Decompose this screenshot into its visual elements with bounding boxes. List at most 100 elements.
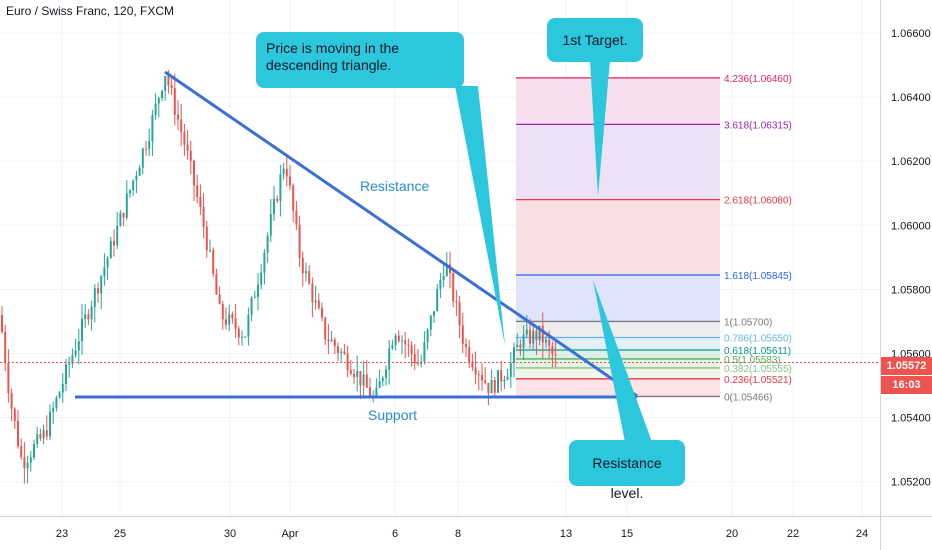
triangle-callout[interactable]: Price is moving in the descending triang… [256, 32, 464, 88]
price-tick-label: 1.06200 [891, 156, 931, 168]
candle-body [426, 329, 429, 343]
candle-body [68, 363, 71, 365]
time-tick-label: 25 [114, 528, 126, 540]
target-callout[interactable]: 1st Target. [547, 18, 643, 62]
price-tick-label: 1.05800 [891, 284, 931, 296]
fib-level-label: 4.236(1.06460) [724, 74, 792, 85]
candle-body [61, 383, 64, 393]
candle-body [13, 408, 16, 421]
candle-body [45, 430, 48, 437]
candle-body [436, 289, 439, 312]
candle-body [231, 314, 234, 319]
candle-body [129, 190, 131, 194]
candle-body [250, 297, 253, 315]
fib-level-label: 3.618(1.06315) [724, 120, 792, 131]
candle-body [20, 446, 23, 458]
candle-body [461, 325, 464, 344]
candle-body [228, 314, 231, 325]
candle-body [157, 98, 160, 104]
candle-body [548, 339, 551, 347]
candle-body [100, 276, 103, 294]
candle-body [378, 381, 381, 388]
candle-body [490, 379, 493, 394]
candle-body [177, 114, 179, 120]
candle-body [503, 379, 506, 382]
candle-body [122, 212, 125, 218]
resistance-level-callout-text: Resistance level. [592, 455, 662, 501]
candle-body [538, 325, 541, 341]
candle-body [103, 267, 106, 277]
candle-body [81, 318, 83, 342]
fibonacci-extension[interactable]: 0(1.05466)0.236(1.05521)0.382(1.05555)0.… [516, 74, 792, 404]
symbol-title: Euro / Swiss Franc, 120, FXCM [6, 4, 175, 18]
candle-body [474, 367, 477, 375]
time-tick-label: 13 [560, 528, 572, 540]
time-tick-label: 24 [856, 528, 868, 540]
time-tick-label: 30 [224, 528, 236, 540]
resistance-level-callout[interactable]: Resistance level. [569, 440, 685, 501]
candle-body [119, 212, 122, 226]
candle-body [23, 457, 26, 469]
candle-body [356, 370, 359, 378]
candle-body [455, 301, 458, 303]
candle-body [493, 379, 496, 393]
candle-body [529, 329, 531, 344]
candle-body [353, 373, 355, 378]
resistance-trendline [164, 70, 638, 398]
candle-body [26, 462, 29, 469]
candle-body [282, 168, 285, 175]
fib-level-label: 1(1.05700) [724, 317, 772, 328]
candle-body [397, 335, 400, 342]
candle-body [369, 387, 371, 398]
candle-body [52, 407, 55, 412]
time-tick-label: 23 [56, 528, 68, 540]
time-axis[interactable]: 23 25 30 Apr 6 8 13 15 20 22 24 [0, 516, 932, 541]
fib-level-label: 0.236(1.05521) [724, 375, 792, 386]
candle-body [257, 284, 259, 297]
candle-body [17, 420, 19, 447]
candle-body [145, 148, 147, 150]
time-tick-label: 15 [621, 528, 633, 540]
candle-body [506, 376, 509, 380]
candle-body [276, 198, 279, 201]
candle-body [273, 198, 275, 215]
candle-body [4, 331, 7, 364]
candle-body [247, 314, 250, 337]
candle-body [266, 235, 269, 253]
price-tick-label: 1.05200 [891, 477, 931, 489]
fib-band [516, 199, 720, 275]
trendlines[interactable]: Resistance Support [75, 70, 638, 423]
candle-body [209, 250, 211, 252]
candle-body [295, 210, 298, 225]
candle-body [452, 273, 455, 302]
candle-body [260, 272, 263, 285]
candle-body [551, 346, 554, 355]
candle-body [525, 329, 528, 335]
candle-body [359, 370, 362, 386]
candle-body [161, 91, 163, 99]
candle-body [401, 340, 403, 342]
candle-body [173, 87, 176, 115]
fib-level-label: 2.618(1.06080) [724, 196, 792, 207]
candle-body [135, 175, 138, 181]
candle-body [516, 344, 519, 348]
candle-body [180, 119, 183, 132]
candle-body [500, 370, 503, 382]
candle-body [340, 351, 343, 353]
candle-body [554, 354, 557, 356]
candle-body [106, 258, 109, 268]
target-callout-text: 1st Target. [562, 32, 628, 48]
candle-body [407, 344, 410, 346]
candle-body [484, 380, 487, 383]
candle-body [519, 344, 522, 348]
candle-body [138, 167, 141, 176]
candle-body [458, 302, 461, 326]
candle-body [237, 328, 240, 338]
candle-body [413, 354, 416, 364]
candle-body [65, 364, 67, 384]
candle-body [74, 350, 77, 356]
candle-body [93, 288, 96, 307]
candle-body [199, 196, 202, 207]
price-axis[interactable]: 1.066001.064001.062001.060001.058001.056… [880, 0, 931, 550]
